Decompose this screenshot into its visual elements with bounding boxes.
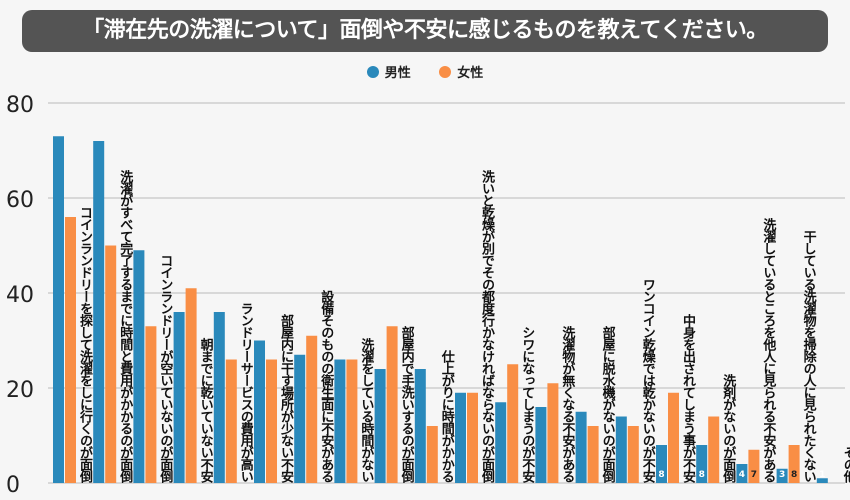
bar-female bbox=[65, 217, 76, 483]
chart-title: 「滞在先の洗濯について」面倒や不安に感じるものを教えてください。 bbox=[22, 10, 828, 52]
data-label-male: 8 bbox=[699, 470, 705, 480]
bar-female bbox=[587, 426, 599, 483]
bar-male bbox=[656, 445, 667, 483]
category-label: 設備そのものの衛生面に不安がある bbox=[318, 290, 334, 482]
bar-female bbox=[507, 364, 519, 483]
bar-male bbox=[254, 340, 265, 483]
y-tick-label: 40 bbox=[6, 283, 34, 308]
category-label: コインランドリーが空いていないのが面倒 bbox=[157, 254, 173, 482]
data-label-female: 8 bbox=[791, 470, 797, 480]
bar-female bbox=[346, 359, 358, 483]
bar-male bbox=[414, 369, 426, 483]
bar-female bbox=[386, 326, 398, 483]
y-tick-label: 0 bbox=[6, 473, 20, 498]
category-label: 朝までに乾いていない不安 bbox=[197, 338, 213, 482]
bar-female bbox=[547, 383, 559, 483]
bar-female bbox=[306, 335, 318, 483]
bar-female bbox=[708, 416, 720, 483]
category-label: 洗濯がすべて完了するまでに時間と費用がかかるのが面倒 bbox=[117, 170, 133, 482]
bar-male bbox=[374, 369, 386, 483]
data-label-male: 3 bbox=[779, 470, 785, 480]
legend-swatch-male bbox=[366, 65, 379, 78]
category-label: 部屋内に干す場所が少ない不安 bbox=[278, 314, 293, 482]
category-label: 部屋内で手洗いするのが面倒 bbox=[398, 326, 414, 482]
legend-label-female: 女性 bbox=[457, 66, 484, 81]
data-label-male: 4 bbox=[739, 470, 745, 480]
category-label: 洗剤がないのが面倒 bbox=[720, 374, 736, 482]
bar-male bbox=[93, 141, 105, 483]
bar-female bbox=[225, 359, 237, 483]
bar-male bbox=[334, 359, 346, 483]
bar-female bbox=[145, 326, 157, 483]
category-label: その他 bbox=[840, 446, 850, 482]
bar-female bbox=[185, 288, 197, 483]
bar-male bbox=[696, 445, 708, 483]
bar-male bbox=[53, 136, 64, 483]
bar-female bbox=[627, 426, 639, 483]
bar-male bbox=[495, 402, 507, 483]
category-label: 洗濯をしている時間がない bbox=[358, 338, 374, 482]
bar-female bbox=[748, 449, 760, 483]
legend: 男性 女性 bbox=[0, 62, 850, 82]
bar-female bbox=[105, 245, 117, 483]
category-label: ランドリーサービスの費用が高い bbox=[237, 302, 253, 482]
bar-female bbox=[788, 445, 800, 483]
bar-male bbox=[736, 464, 748, 483]
legend-item-male: 男性 bbox=[366, 62, 411, 81]
data-label-male: 1 bbox=[819, 470, 825, 480]
bar-male bbox=[816, 478, 828, 483]
bar-male bbox=[294, 354, 306, 483]
bar-female bbox=[467, 392, 478, 483]
bar-female bbox=[266, 359, 277, 483]
category-label: 洗濯しているところを他人に見られる不安がある bbox=[760, 218, 776, 482]
category-label: 干している洗濯物を掃除の人に見られたくない bbox=[800, 230, 816, 482]
legend-swatch-female bbox=[439, 65, 452, 78]
bar-male bbox=[455, 392, 466, 483]
category-label: 中身を出されてしまう事が不安 bbox=[680, 314, 695, 482]
legend-item-female: 女性 bbox=[439, 62, 483, 81]
bar-male bbox=[213, 312, 225, 483]
y-tick-label: 60 bbox=[6, 188, 34, 213]
category-label: コインランドリーを探して洗濯をしに行くのが面倒 bbox=[77, 206, 92, 482]
data-label-female: 7 bbox=[751, 470, 757, 480]
bar-male bbox=[615, 416, 627, 483]
category-label: ワンコイン乾燥では乾かないのが不安 bbox=[639, 278, 655, 482]
data-label-male: 8 bbox=[658, 470, 664, 480]
category-label: 部屋に脱水機がないのが面倒 bbox=[599, 326, 615, 482]
bar-male bbox=[776, 468, 788, 483]
bar-male bbox=[535, 407, 547, 483]
y-tick-label: 20 bbox=[6, 378, 34, 403]
y-tick-label: 80 bbox=[6, 93, 34, 118]
category-label: 洗いと乾燥が別でその都度行かなければならないのが面倒 bbox=[479, 170, 494, 482]
category-label: 洗濯物が無くなる不安がある bbox=[559, 326, 575, 482]
legend-label-male: 男性 bbox=[384, 66, 411, 81]
bar-male bbox=[133, 250, 145, 483]
bar-female bbox=[426, 426, 438, 483]
bar-male bbox=[575, 411, 587, 483]
category-label: シワになってしまうのが不安 bbox=[519, 326, 535, 482]
bar-female bbox=[668, 392, 679, 483]
bar-male bbox=[173, 312, 185, 483]
category-label: 仕上がりに時間がかかる bbox=[438, 350, 454, 482]
